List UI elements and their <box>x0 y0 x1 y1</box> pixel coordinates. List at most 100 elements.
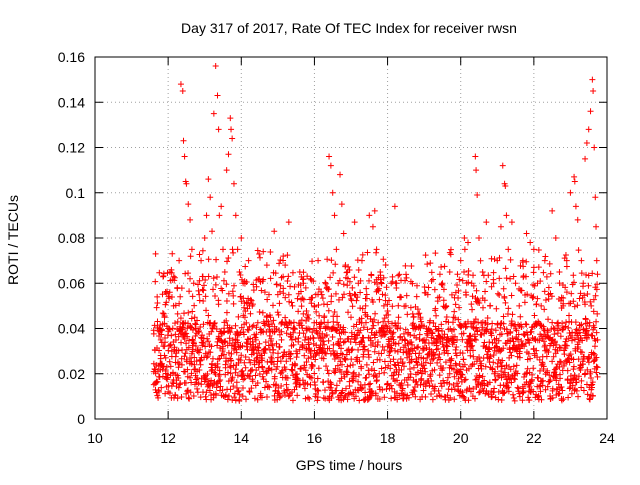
data-point <box>378 350 385 357</box>
data-point-peak <box>185 201 192 208</box>
data-point <box>481 382 488 389</box>
data-point <box>196 328 203 335</box>
data-point <box>202 393 209 400</box>
data-point <box>510 363 517 370</box>
data-point <box>382 292 389 299</box>
data-point <box>223 309 230 316</box>
data-point <box>262 339 269 346</box>
data-point <box>266 332 273 339</box>
data-point-peak <box>157 336 164 343</box>
data-point <box>438 281 445 288</box>
data-point <box>241 304 248 311</box>
data-point <box>163 299 170 306</box>
data-point <box>176 360 183 367</box>
data-point-peak <box>399 336 406 343</box>
data-point <box>510 273 517 280</box>
data-point <box>557 375 564 382</box>
data-point <box>229 246 236 253</box>
data-point-peak <box>172 359 179 366</box>
data-point-peak <box>499 162 506 169</box>
data-point <box>588 302 595 309</box>
data-point <box>225 328 232 335</box>
data-point <box>293 370 300 377</box>
data-point <box>586 355 593 362</box>
data-point <box>408 263 415 270</box>
data-point-peak <box>183 180 190 187</box>
data-point <box>284 277 291 284</box>
data-point <box>268 335 275 342</box>
data-point <box>164 288 171 295</box>
data-point <box>465 279 472 286</box>
data-point <box>557 333 564 340</box>
data-point <box>563 289 570 296</box>
data-point <box>450 366 457 373</box>
data-point <box>436 294 443 301</box>
data-point <box>174 395 181 402</box>
data-point <box>188 361 195 368</box>
data-point <box>349 361 356 368</box>
data-point <box>581 299 588 306</box>
data-point <box>429 330 436 337</box>
data-point <box>455 287 462 294</box>
data-point <box>375 285 382 292</box>
data-point <box>199 332 206 339</box>
data-point <box>594 281 601 288</box>
data-point <box>535 247 542 254</box>
data-point <box>156 374 163 381</box>
data-point <box>438 393 445 400</box>
data-point-peak <box>435 325 442 332</box>
data-point <box>513 327 520 334</box>
data-point <box>317 335 324 342</box>
data-point <box>590 308 597 315</box>
data-point-peak <box>212 63 219 70</box>
data-point <box>253 367 260 374</box>
data-point <box>283 358 290 365</box>
x-tick-label: 10 <box>87 430 103 446</box>
data-point <box>462 376 469 383</box>
data-point <box>570 356 577 363</box>
data-point <box>415 311 422 318</box>
data-point <box>283 330 290 337</box>
data-point-peak <box>293 348 300 355</box>
data-point <box>359 305 366 312</box>
data-point-peak <box>205 176 212 183</box>
data-point <box>367 335 374 342</box>
data-point <box>476 389 483 396</box>
data-point <box>347 338 354 345</box>
data-point <box>219 287 226 294</box>
data-point <box>358 365 365 372</box>
data-point <box>510 338 517 345</box>
data-point <box>168 332 175 339</box>
data-point <box>368 272 375 279</box>
data-point <box>345 335 352 342</box>
y-tick-label: 0.14 <box>58 94 85 110</box>
data-point <box>203 354 210 361</box>
data-point <box>560 295 567 302</box>
data-point <box>531 312 538 319</box>
data-point <box>312 391 319 398</box>
data-point <box>194 317 201 324</box>
data-point <box>228 325 235 332</box>
data-point <box>467 320 474 327</box>
data-point <box>236 396 243 403</box>
data-point <box>534 354 541 361</box>
data-point-peak <box>337 171 344 178</box>
data-point <box>298 303 305 310</box>
data-point <box>469 323 476 330</box>
data-point <box>295 308 302 315</box>
data-point <box>544 383 551 390</box>
data-point <box>191 302 198 309</box>
data-point <box>162 339 169 346</box>
data-point <box>372 310 379 317</box>
data-point <box>490 359 497 366</box>
data-point <box>500 320 507 327</box>
data-point <box>372 392 379 399</box>
data-point <box>212 281 219 288</box>
data-point <box>189 293 196 300</box>
data-point <box>586 396 593 403</box>
data-point <box>365 367 372 374</box>
data-point <box>489 320 496 327</box>
data-point <box>285 273 292 280</box>
data-point-peak <box>591 144 598 151</box>
data-point <box>416 336 423 343</box>
